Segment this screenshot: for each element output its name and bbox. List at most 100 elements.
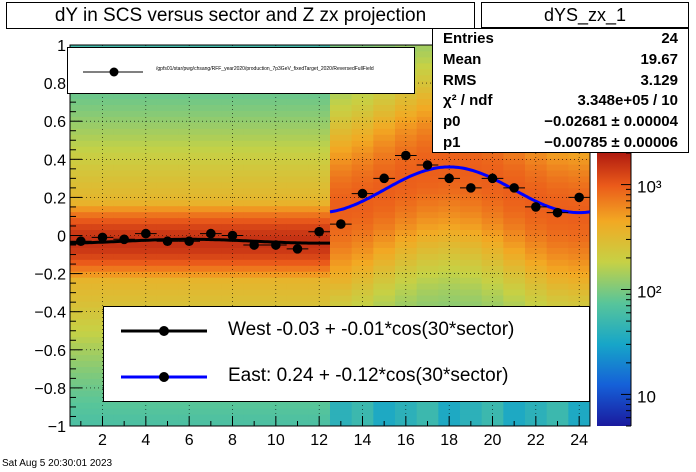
heatmap-cell xyxy=(156,223,179,231)
stats-row: Entries 24 xyxy=(433,29,688,50)
heatmap-cell xyxy=(373,158,396,165)
heatmap-cell xyxy=(113,98,136,106)
heatmap-cell xyxy=(200,152,223,159)
heatmap-cell xyxy=(70,217,93,225)
heatmap-cell xyxy=(481,217,504,225)
heatmap-cell xyxy=(395,289,418,296)
heatmap-cell xyxy=(113,199,136,207)
heatmap-cell xyxy=(200,116,223,123)
heatmap-cell xyxy=(308,265,331,272)
legend-east-label: East: 0.24 + -0.12*cos(30*sector) xyxy=(228,365,509,386)
heatmap-cell xyxy=(70,295,93,302)
heatmap-cell xyxy=(546,229,569,236)
heatmap-cell xyxy=(113,110,136,117)
heatmap-cell xyxy=(416,134,439,141)
heatmap-cell xyxy=(373,199,396,207)
heatmap-cell xyxy=(265,217,288,225)
heatmap-cell xyxy=(243,277,266,284)
heatmap-cell xyxy=(70,140,93,147)
heatmap-cell xyxy=(200,414,223,421)
heatmap-cell xyxy=(351,152,374,159)
heatmap-cell xyxy=(373,152,396,159)
heatmap-cell xyxy=(156,229,179,236)
data-point xyxy=(292,244,303,254)
heatmap-cell xyxy=(265,92,288,100)
heatmap-cell xyxy=(221,283,244,290)
heatmap-cell xyxy=(546,402,569,409)
heatmap-cell xyxy=(351,283,374,290)
heatmap-cell xyxy=(200,253,223,260)
heatmap-cell xyxy=(438,241,461,248)
data-point xyxy=(76,236,86,247)
heatmap-cell xyxy=(351,140,374,147)
heatmap-cell xyxy=(221,164,244,171)
heatmap-cell xyxy=(330,259,353,266)
heatmap-cell xyxy=(70,247,93,254)
heatmap-cell xyxy=(286,158,309,165)
heatmap-cell xyxy=(178,187,201,195)
heatmap-cell xyxy=(243,116,266,123)
heatmap-cell xyxy=(70,360,93,367)
heatmap-cell xyxy=(286,193,309,201)
heatmap-cell xyxy=(286,146,309,153)
heatmap-cell xyxy=(351,175,374,183)
heatmap-cell xyxy=(70,259,93,266)
heatmap-cell xyxy=(373,235,396,242)
heatmap-cell xyxy=(113,187,136,195)
y-tick-label: 0.2 xyxy=(44,190,66,207)
heatmap-cell xyxy=(308,295,331,302)
heatmap-cell xyxy=(200,193,223,201)
heatmap-cell xyxy=(286,259,309,266)
heatmap-cell xyxy=(438,229,461,236)
heatmap-cell xyxy=(373,271,396,278)
heatmap-cell xyxy=(481,187,504,195)
heatmap-cell xyxy=(568,241,591,248)
heatmap-cell xyxy=(351,289,374,296)
heatmap-cell xyxy=(351,128,374,135)
heatmap-cell xyxy=(70,390,93,397)
heatmap-cell xyxy=(113,193,136,201)
heatmap-cell xyxy=(221,205,244,213)
heatmap-cell xyxy=(503,193,526,201)
heatmap-cell xyxy=(568,283,591,290)
heatmap-cell xyxy=(395,241,418,248)
heatmap-cell xyxy=(200,223,223,231)
heatmap-cell xyxy=(221,271,244,278)
legend-file-label: /gpfs01/star/pwg/chsang/RFF_year2020/pro… xyxy=(156,66,374,72)
heatmap-cell xyxy=(373,241,396,248)
heatmap-cell xyxy=(135,104,158,111)
heatmap-cell xyxy=(330,140,353,147)
heatmap-cell xyxy=(221,223,244,231)
heatmap-cell xyxy=(178,289,201,296)
heatmap-cell xyxy=(351,300,374,308)
heatmap-cell xyxy=(416,414,439,421)
heatmap-cell xyxy=(503,235,526,242)
heatmap-cell xyxy=(438,223,461,231)
heatmap-cell xyxy=(395,199,418,207)
heatmap-cell xyxy=(286,277,309,284)
heatmap-cell xyxy=(481,271,504,278)
heatmap-cell xyxy=(460,241,483,248)
heatmap-cell xyxy=(351,217,374,225)
heatmap-cell xyxy=(200,300,223,308)
heatmap-cell xyxy=(330,134,353,141)
heatmap-cell xyxy=(373,110,396,117)
heatmap-cell xyxy=(265,277,288,284)
heatmap-cell xyxy=(200,241,223,248)
heatmap-cell xyxy=(70,205,93,213)
heatmap-cell xyxy=(416,259,439,266)
heatmap-cell xyxy=(156,217,179,225)
heatmap-cell xyxy=(91,265,114,272)
heatmap-cell xyxy=(481,265,504,272)
heatmap-cell xyxy=(286,408,309,415)
heatmap-cell xyxy=(395,300,418,308)
heatmap-cell xyxy=(91,259,114,266)
heatmap-cell xyxy=(70,164,93,171)
data-point xyxy=(227,230,238,241)
heatmap-cell xyxy=(308,104,331,111)
heatmap-cell xyxy=(286,181,309,189)
heatmap-cell xyxy=(200,170,223,177)
heatmap-cell xyxy=(243,414,266,421)
heatmap-cell xyxy=(286,223,309,231)
heatmap-cell xyxy=(330,122,353,129)
